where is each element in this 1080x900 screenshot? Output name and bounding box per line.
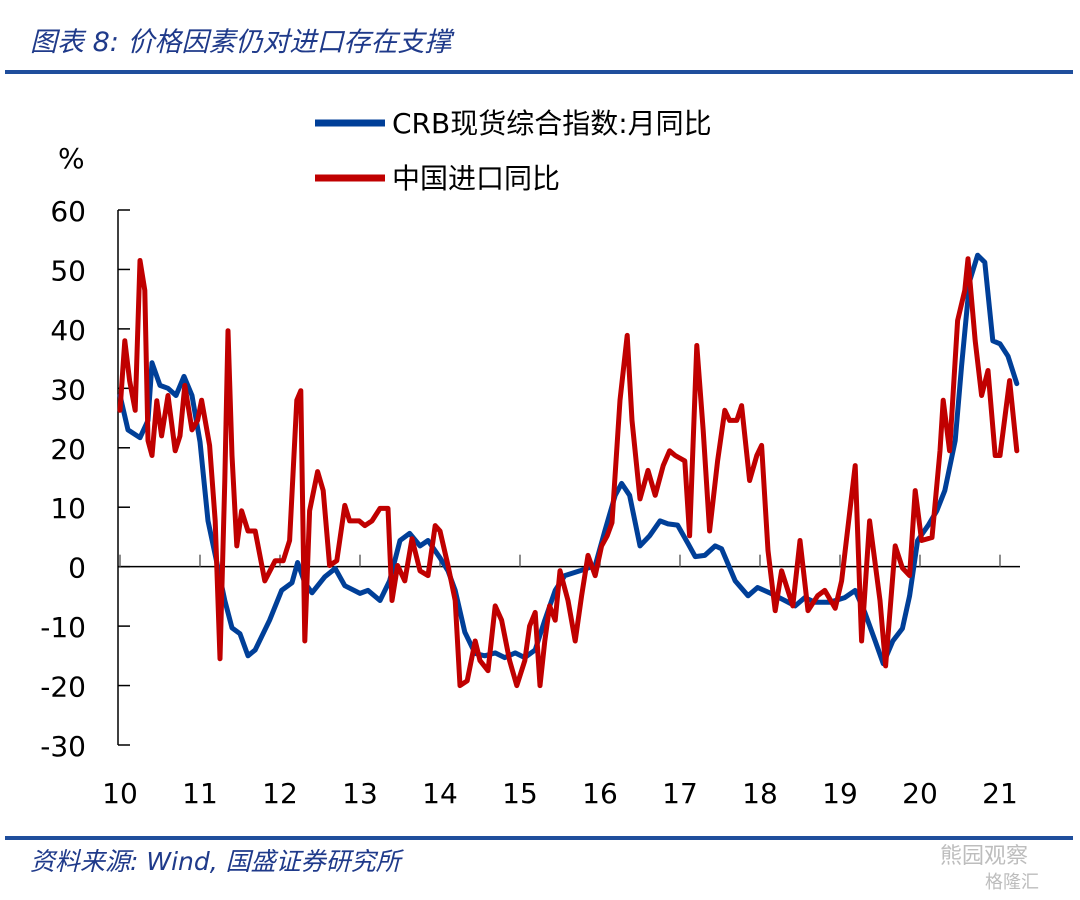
x-tick-label: 16 [582,777,618,810]
y-tick-label: 20 [50,433,86,466]
x-tick-label: 18 [742,777,778,810]
x-tick-label: 11 [182,777,218,810]
y-tick-label: 10 [50,492,86,525]
y-tick-label: -30 [40,730,86,763]
y-tick-label: 60 [50,195,86,228]
x-tick-label: 17 [662,777,698,810]
top-rule [5,70,1073,74]
source-note: 资料来源: Wind, 国盛证券研究所 [30,847,401,876]
watermark-wechat: 熊园观察 [940,844,1029,869]
bottom-rule [5,836,1073,840]
x-tick-label: 12 [262,777,298,810]
legend-label-import: 中国进口同比 [392,162,560,195]
figure-title: 图表 8: 价格因素仍对进口存在支撑 [30,27,452,58]
x-tick-label: 13 [342,777,378,810]
x-tick-label: 19 [822,777,858,810]
y-axis-label: % [58,142,85,175]
y-tick-label: 40 [50,314,86,347]
x-tick-label: 20 [902,777,938,810]
y-tick-label: -20 [40,671,86,704]
y-tick-label: 50 [50,254,86,287]
x-tick-label: 15 [502,777,538,810]
x-tick-label: 21 [982,777,1018,810]
x-tick-label: 10 [102,777,138,810]
series-line-import [117,256,1020,689]
x-tick-label: 14 [422,777,458,810]
legend-label-crb: CRB现货综合指数:月同比 [392,107,712,140]
y-tick-label: -10 [40,611,86,644]
watermark-gelonghui: 格隆汇 [985,872,1039,893]
y-tick-label: 30 [50,373,86,406]
y-tick-label: 0 [68,552,86,585]
